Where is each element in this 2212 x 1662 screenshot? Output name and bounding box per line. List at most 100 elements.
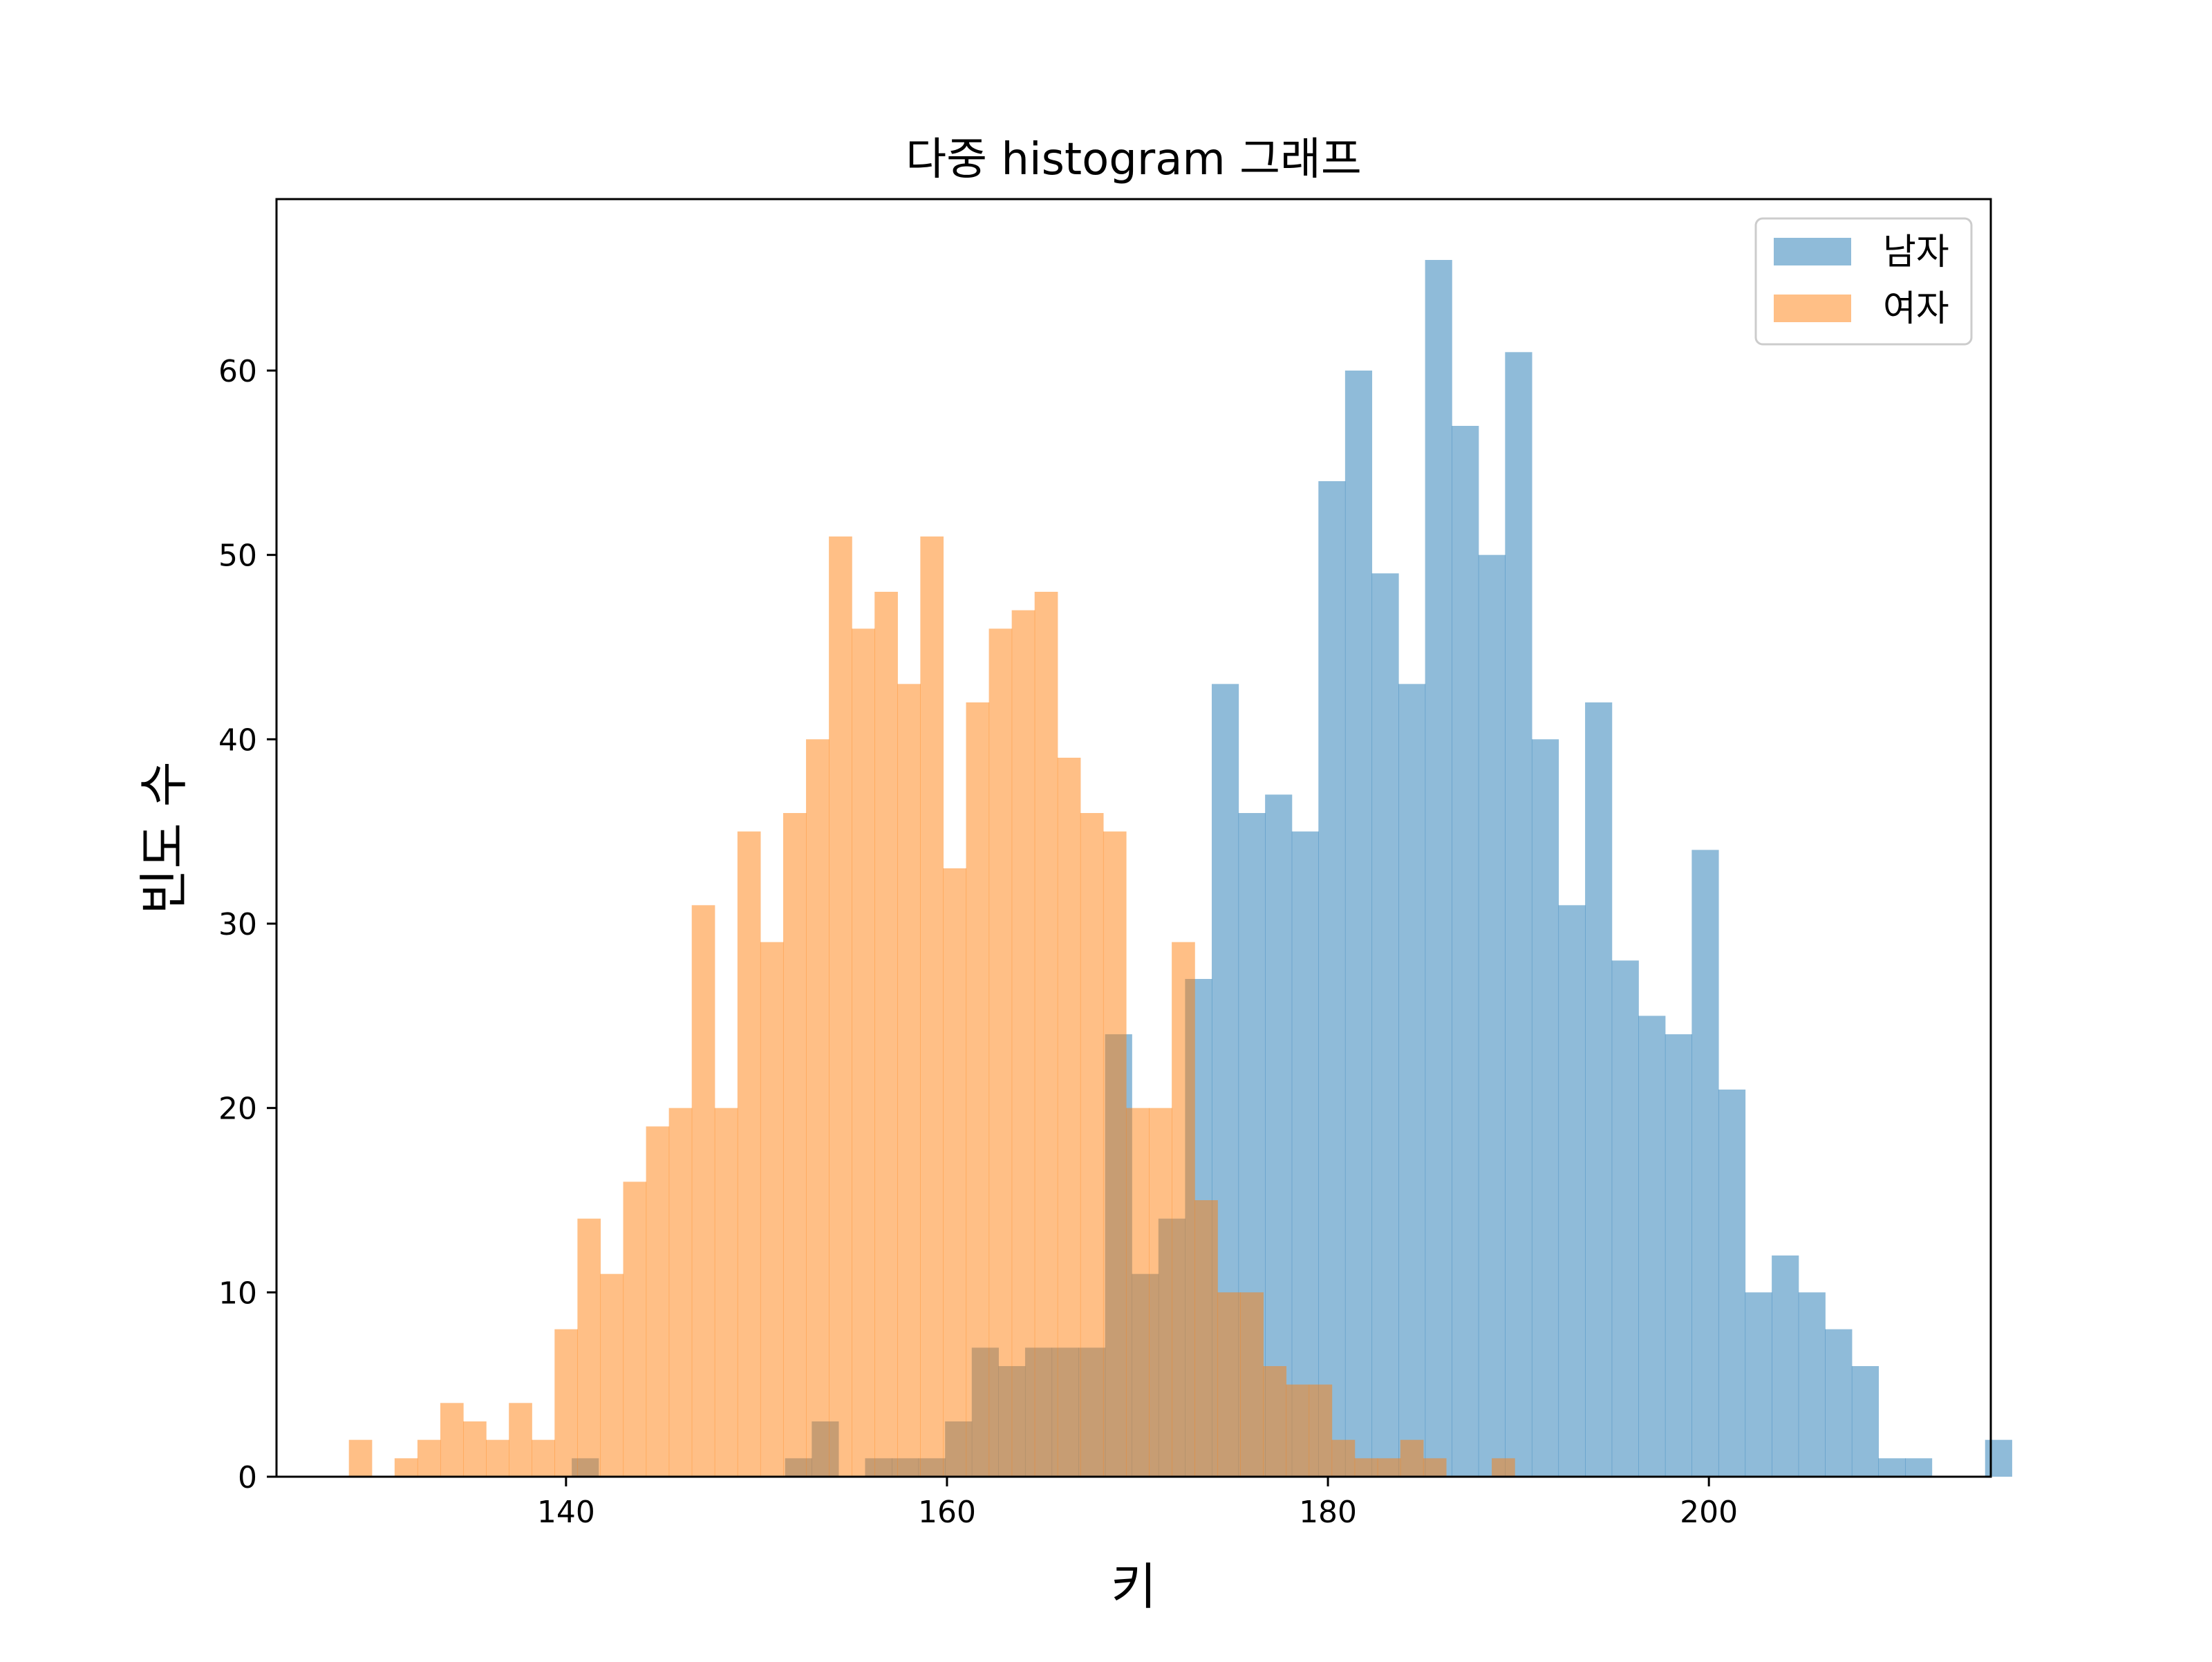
ticks-layer: 140 160 180 200 0 10 20 30 40 50 60 xyxy=(218,354,1738,1530)
histogram-bar xyxy=(1825,1329,1853,1477)
histogram-bar xyxy=(600,1273,624,1477)
histogram-bar xyxy=(691,905,715,1477)
histogram-bar xyxy=(623,1182,647,1477)
histogram-bar xyxy=(463,1421,487,1477)
histogram-bar xyxy=(1344,371,1373,1477)
y-tick-label: 30 xyxy=(218,907,257,942)
histogram-bar xyxy=(1149,1108,1172,1477)
legend-swatch-female xyxy=(1774,295,1851,322)
histogram-bar xyxy=(897,684,921,1477)
histogram-bar xyxy=(1309,1384,1333,1477)
histogram-bar xyxy=(1478,554,1506,1477)
histogram-bar xyxy=(737,831,761,1477)
y-tick-label: 0 xyxy=(238,1460,257,1495)
histogram-bar xyxy=(1985,1439,2012,1477)
x-tick-label: 180 xyxy=(1299,1495,1357,1530)
histogram-bar xyxy=(1331,1439,1356,1477)
histogram-bar xyxy=(1318,481,1346,1477)
histogram-bar xyxy=(988,628,1013,1477)
x-tick-label: 140 xyxy=(537,1495,595,1530)
histogram-bar xyxy=(554,1329,578,1477)
histogram-bar xyxy=(874,592,898,1477)
histogram-bar xyxy=(1691,850,1719,1477)
y-tick-label: 50 xyxy=(218,539,257,574)
histogram-bar xyxy=(394,1458,418,1477)
histogram-bar xyxy=(852,628,875,1477)
histogram-bar xyxy=(1194,1200,1218,1477)
histogram-bar xyxy=(829,536,852,1477)
histogram-bar xyxy=(532,1439,555,1477)
histogram-bar xyxy=(1240,1292,1264,1477)
histogram-bar xyxy=(1798,1292,1826,1477)
histogram-bar xyxy=(1354,1458,1378,1477)
histogram-bar xyxy=(1492,1458,1515,1477)
series-1-bars xyxy=(348,536,1515,1477)
histogram-bar xyxy=(1851,1366,1880,1477)
legend: 남자 여자 xyxy=(1754,217,1973,346)
legend-swatch-male xyxy=(1774,238,1851,265)
histogram-bar xyxy=(1611,960,1639,1477)
histogram-bar xyxy=(1286,1384,1310,1477)
histogram-bar xyxy=(1377,1458,1401,1477)
histogram-bar xyxy=(1423,1458,1447,1477)
histogram-bar xyxy=(348,1439,373,1477)
histogram-bar xyxy=(1772,1255,1799,1477)
histogram-bar xyxy=(1425,260,1452,1477)
y-tick-label: 40 xyxy=(218,722,257,758)
histogram-bar xyxy=(1505,352,1533,1477)
x-axis-label: 키 xyxy=(1111,1558,1156,1616)
histogram-bar xyxy=(1217,1292,1241,1477)
histogram-bar xyxy=(1905,1458,1933,1477)
histogram-bar xyxy=(646,1126,670,1477)
bars-layer xyxy=(348,260,2012,1477)
histogram-bar xyxy=(1263,1366,1287,1477)
histogram-bar xyxy=(1103,831,1127,1477)
x-tick-label: 200 xyxy=(1680,1495,1738,1530)
histogram-bar xyxy=(486,1439,509,1477)
histogram-bar xyxy=(1745,1292,1772,1477)
y-tick-label: 10 xyxy=(218,1276,257,1311)
histogram-bar xyxy=(1011,610,1035,1477)
histogram-bar xyxy=(440,1403,464,1477)
histogram-bar xyxy=(1558,905,1586,1477)
plot-frame xyxy=(275,198,1992,1478)
histogram-bar xyxy=(1371,573,1399,1477)
legend-label-female: 여자 xyxy=(1883,288,1949,330)
histogram-bar xyxy=(760,942,784,1477)
histogram-bar xyxy=(943,868,967,1477)
chart-title: 다중 histogram 그래프 xyxy=(906,134,1362,185)
histogram-bar xyxy=(1265,794,1293,1477)
histogram-bar xyxy=(1638,1016,1666,1477)
histogram-bar xyxy=(1080,813,1104,1477)
histogram-bar xyxy=(577,1218,601,1477)
histogram-bar xyxy=(966,702,990,1477)
y-axis-label: 빈도 수 xyxy=(135,761,193,915)
histogram-bar xyxy=(782,813,807,1477)
histogram-bar xyxy=(1125,1108,1150,1477)
histogram-bar xyxy=(1398,684,1426,1477)
histogram-bar xyxy=(920,536,944,1477)
legend-label-male: 남자 xyxy=(1883,232,1949,273)
x-tick-label: 160 xyxy=(918,1495,976,1530)
histogram-bar xyxy=(1057,758,1081,1477)
histogram-bar xyxy=(1878,1458,1906,1477)
y-tick-label: 20 xyxy=(218,1092,257,1127)
histogram-bar xyxy=(1718,1090,1746,1477)
histogram-bar xyxy=(1665,1034,1692,1477)
histogram-bar xyxy=(1172,942,1195,1477)
histogram-bar xyxy=(714,1108,738,1477)
histogram-bar xyxy=(1291,831,1319,1477)
histogram-bar xyxy=(509,1403,532,1477)
histogram-bar xyxy=(417,1439,441,1477)
histogram-bar xyxy=(668,1108,693,1477)
histogram-bar xyxy=(1585,702,1613,1477)
y-tick-label: 60 xyxy=(218,354,257,389)
histogram-bar xyxy=(1452,426,1479,1477)
histogram-bar xyxy=(1531,739,1559,1477)
histogram-bar xyxy=(1034,592,1058,1477)
histogram-bar xyxy=(806,739,830,1477)
histogram-bar xyxy=(1400,1439,1424,1477)
series-0-bars xyxy=(572,260,2012,1477)
